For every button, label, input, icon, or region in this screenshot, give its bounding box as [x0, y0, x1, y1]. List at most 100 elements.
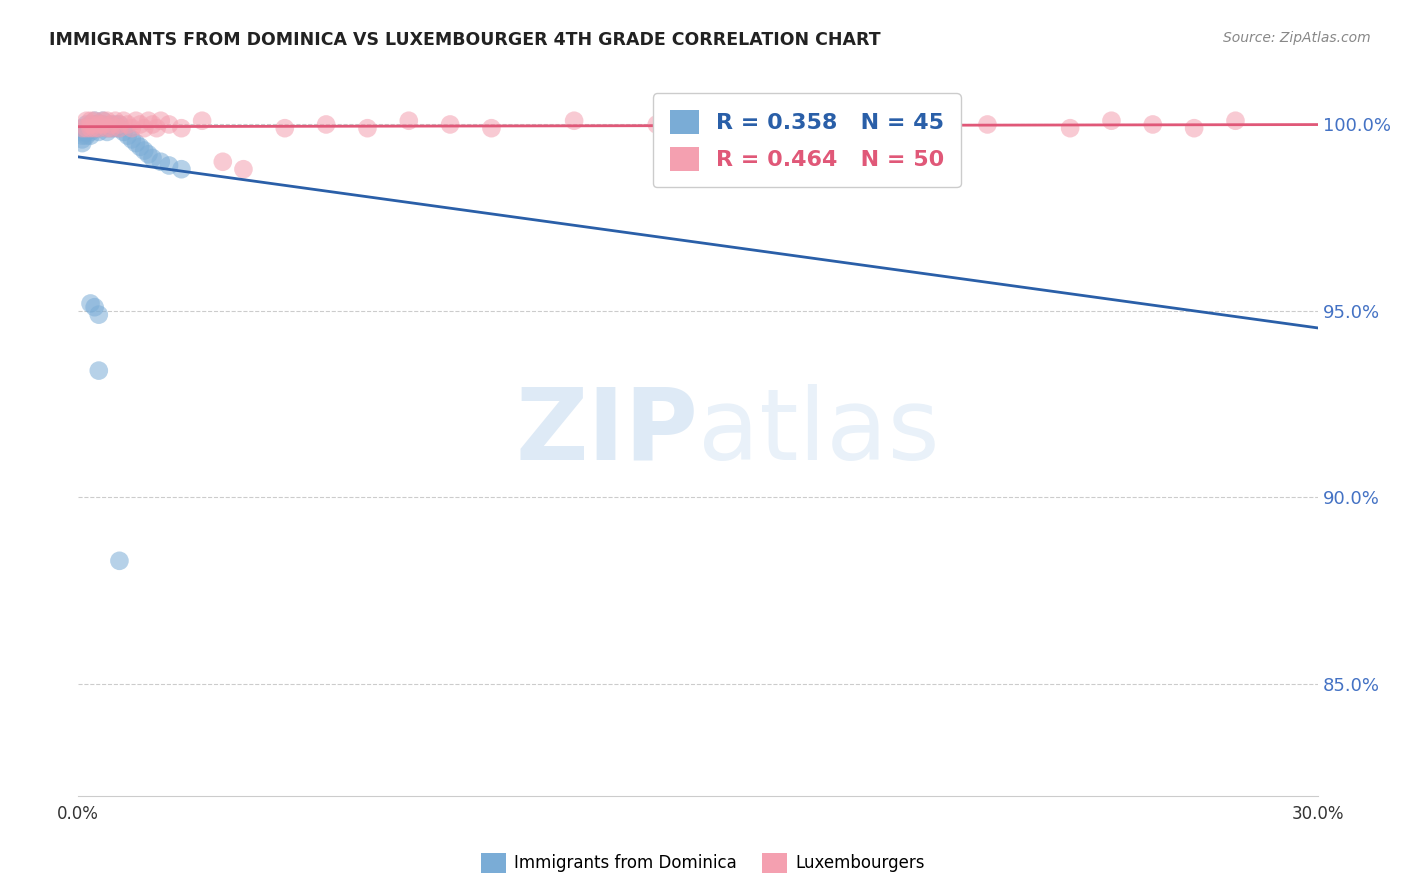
Point [149, 113, 172, 128]
Point [70, 136, 93, 150]
Point [87, 121, 110, 136]
Point [87, 363, 110, 377]
Point [134, 121, 156, 136]
Point [728, 121, 751, 136]
Point [83, 121, 105, 136]
Point [70, 132, 93, 146]
Point [70, 121, 93, 136]
Point [170, 121, 193, 136]
Point [83, 121, 105, 136]
Point [232, 162, 254, 177]
Point [75, 125, 97, 139]
Point [1225, 113, 1247, 128]
Point [108, 118, 131, 132]
Point [104, 118, 127, 132]
Point [91, 118, 114, 132]
Point [315, 118, 337, 132]
Text: IMMIGRANTS FROM DOMINICA VS LUXEMBOURGER 4TH GRADE CORRELATION CHART: IMMIGRANTS FROM DOMINICA VS LUXEMBOURGER… [49, 31, 880, 49]
Point [75, 113, 97, 128]
Point [79, 125, 101, 139]
Point [481, 121, 503, 136]
Legend: R = 0.358   N = 45, R = 0.464   N = 50: R = 0.358 N = 45, R = 0.464 N = 50 [654, 94, 960, 187]
Point [141, 151, 163, 165]
Point [398, 113, 420, 128]
Text: ZIP: ZIP [515, 384, 699, 481]
Point [100, 121, 122, 136]
Point [108, 118, 131, 132]
Point [170, 162, 193, 177]
Point [104, 113, 127, 128]
Point [1142, 118, 1164, 132]
Point [129, 118, 152, 132]
Point [145, 121, 167, 136]
Point [100, 118, 122, 132]
Point [87, 125, 110, 139]
Point [70, 125, 93, 139]
Point [1059, 121, 1081, 136]
Point [83, 113, 105, 128]
Point [157, 159, 180, 173]
Point [191, 113, 214, 128]
Point [112, 125, 135, 139]
Point [138, 147, 160, 161]
Point [91, 113, 114, 128]
Point [562, 113, 585, 128]
Point [121, 121, 143, 136]
Point [134, 144, 156, 158]
Point [157, 118, 180, 132]
Point [96, 121, 118, 136]
Point [121, 132, 143, 146]
Point [70, 128, 93, 143]
Point [211, 154, 233, 169]
Point [87, 121, 110, 136]
Point [108, 554, 131, 568]
Point [79, 121, 101, 136]
Point [96, 125, 118, 139]
Point [104, 121, 127, 136]
Point [439, 118, 461, 132]
Point [91, 118, 114, 132]
Point [75, 128, 97, 143]
Point [79, 118, 101, 132]
Point [125, 113, 148, 128]
Text: atlas: atlas [699, 384, 939, 481]
Point [83, 113, 105, 128]
Point [1182, 121, 1205, 136]
Point [83, 300, 105, 314]
Point [87, 308, 110, 322]
Point [100, 121, 122, 136]
Point [1101, 113, 1123, 128]
Point [356, 121, 378, 136]
Point [274, 121, 297, 136]
Point [79, 128, 101, 143]
Point [91, 113, 114, 128]
Point [129, 140, 152, 154]
Point [125, 136, 148, 150]
Text: Source: ZipAtlas.com: Source: ZipAtlas.com [1223, 31, 1371, 45]
Point [96, 113, 118, 128]
Point [141, 118, 163, 132]
Point [79, 118, 101, 132]
Point [117, 128, 139, 143]
Point [75, 121, 97, 136]
Legend: Immigrants from Dominica, Luxembourgers: Immigrants from Dominica, Luxembourgers [474, 847, 932, 880]
Point [894, 113, 917, 128]
Point [79, 113, 101, 128]
Point [645, 118, 668, 132]
Point [75, 118, 97, 132]
Point [149, 154, 172, 169]
Point [87, 118, 110, 132]
Point [108, 121, 131, 136]
Point [87, 118, 110, 132]
Point [96, 121, 118, 136]
Point [75, 121, 97, 136]
Point [79, 121, 101, 136]
Point [100, 118, 122, 132]
Point [138, 113, 160, 128]
Point [108, 121, 131, 136]
Point [83, 118, 105, 132]
Point [79, 296, 101, 310]
Point [976, 118, 998, 132]
Point [112, 113, 135, 128]
Point [70, 121, 93, 136]
